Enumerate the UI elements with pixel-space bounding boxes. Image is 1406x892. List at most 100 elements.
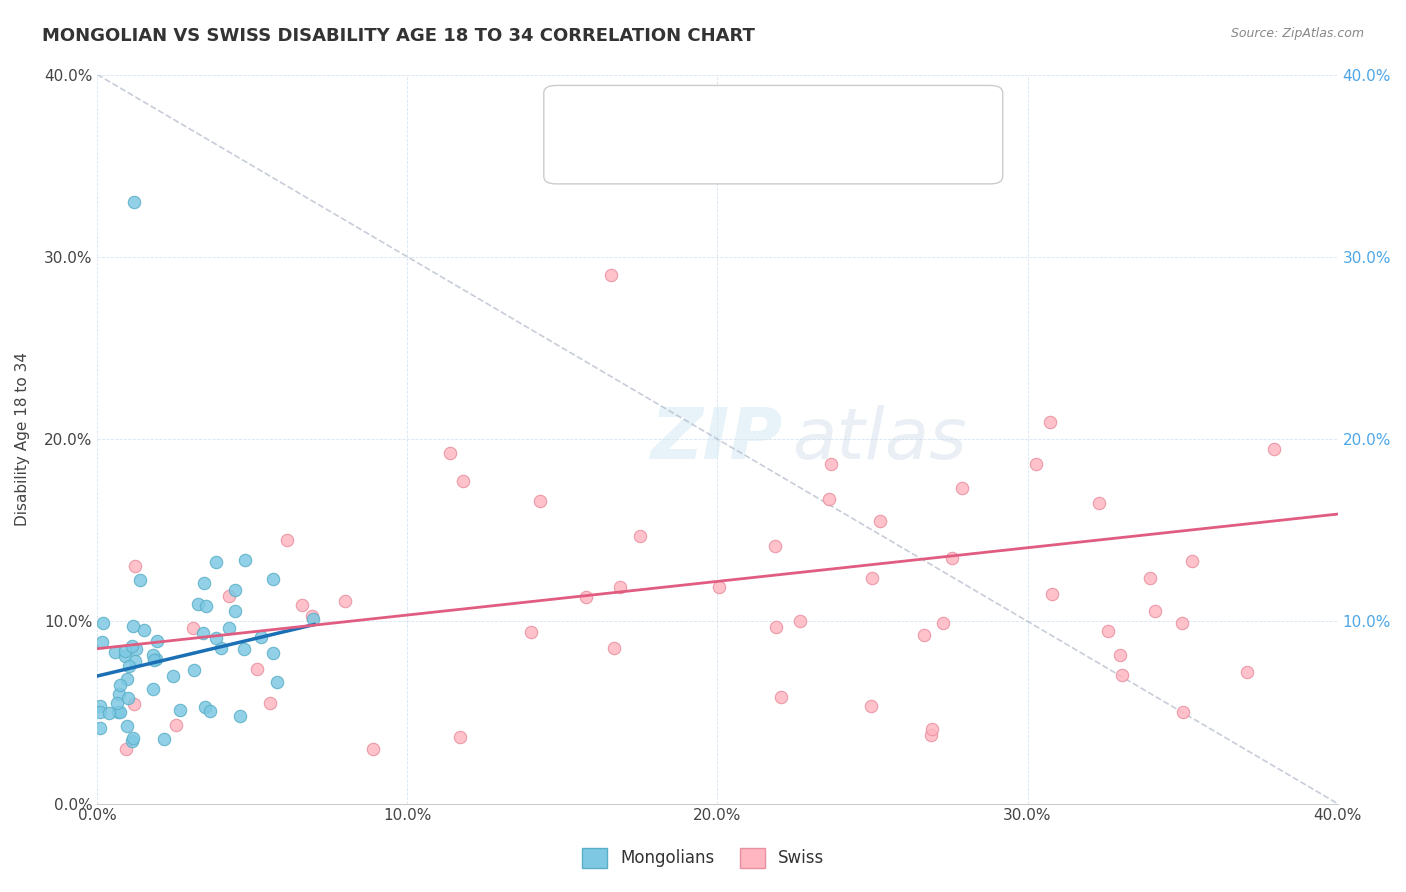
Mongolians	[194, 699, 217, 714]
Y-axis label: Disability Age 18 to 34: Disability Age 18 to 34	[15, 352, 30, 526]
Mongolians	[107, 705, 129, 719]
Swiss	[950, 481, 973, 495]
Mongolians	[121, 734, 143, 748]
Mongolians	[152, 731, 174, 746]
Mongolians	[122, 619, 145, 633]
Mongolians	[125, 642, 148, 657]
Swiss	[181, 621, 204, 635]
Mongolians	[142, 682, 165, 697]
Mongolians	[145, 652, 167, 666]
Legend: R =  0.461   N = 56, R =  0.211   N = 53: R = 0.461 N = 56, R = 0.211 N = 53	[669, 90, 890, 158]
Mongolians	[90, 634, 112, 648]
Swiss	[769, 690, 792, 704]
Mongolians	[104, 645, 127, 659]
Swiss	[912, 628, 935, 642]
Swiss	[1139, 571, 1161, 585]
Swiss	[600, 268, 623, 282]
Swiss	[789, 614, 811, 628]
Mongolians	[250, 630, 273, 644]
Mongolians	[105, 696, 128, 710]
Swiss	[246, 661, 269, 675]
Mongolians	[142, 653, 165, 667]
Swiss	[529, 494, 551, 508]
Mongolians	[224, 604, 246, 618]
Swiss	[860, 571, 883, 585]
Swiss	[301, 609, 323, 624]
Swiss	[763, 539, 786, 553]
Mongolians	[191, 625, 214, 640]
Text: MONGOLIAN VS SWISS DISABILITY AGE 18 TO 34 CORRELATION CHART: MONGOLIAN VS SWISS DISABILITY AGE 18 TO …	[42, 27, 755, 45]
Swiss	[218, 589, 240, 603]
Swiss	[1040, 587, 1063, 601]
Mongolians	[115, 719, 138, 733]
Swiss	[920, 727, 942, 741]
Mongolians	[110, 705, 132, 719]
Mongolians	[233, 552, 256, 566]
Text: atlas: atlas	[792, 405, 966, 474]
Swiss	[1111, 668, 1133, 682]
Mongolians	[193, 575, 215, 590]
Swiss	[291, 598, 314, 612]
Mongolians	[117, 690, 139, 705]
Swiss	[1236, 665, 1258, 679]
Mongolians	[121, 640, 143, 654]
Mongolians	[233, 642, 256, 657]
Swiss	[520, 624, 543, 639]
Mongolians	[132, 623, 155, 637]
Text: Source: ZipAtlas.com: Source: ZipAtlas.com	[1230, 27, 1364, 40]
Mongolians	[162, 669, 184, 683]
Swiss	[941, 551, 963, 566]
Mongolians	[97, 706, 120, 720]
Mongolians	[195, 599, 218, 613]
Swiss	[1109, 648, 1132, 662]
Swiss	[609, 580, 631, 594]
Swiss	[921, 722, 943, 736]
Swiss	[165, 717, 187, 731]
Swiss	[361, 742, 384, 756]
Mongolians	[209, 641, 232, 656]
Swiss	[115, 742, 138, 756]
Mongolians	[89, 698, 111, 713]
Swiss	[603, 640, 626, 655]
Swiss	[1144, 604, 1167, 618]
Mongolians	[107, 687, 129, 701]
Mongolians	[114, 648, 136, 663]
Mongolians	[205, 555, 228, 569]
Mongolians	[146, 633, 169, 648]
Mongolians	[224, 582, 246, 597]
Swiss	[1088, 496, 1111, 510]
Mongolians	[91, 615, 114, 630]
Mongolians	[302, 612, 325, 626]
Swiss	[1181, 553, 1204, 567]
Swiss	[1025, 457, 1047, 471]
Swiss	[259, 696, 281, 710]
Swiss	[860, 698, 883, 713]
Mongolians	[205, 632, 228, 646]
Mongolians	[89, 722, 111, 736]
Swiss	[124, 697, 146, 711]
Mongolians	[187, 597, 209, 611]
Mongolians	[262, 572, 284, 586]
Swiss	[932, 615, 955, 630]
Mongolians	[142, 648, 165, 662]
Mongolians	[117, 659, 139, 673]
Swiss	[869, 514, 891, 528]
Swiss	[276, 533, 298, 547]
Mongolians	[266, 675, 288, 690]
Mongolians	[108, 678, 131, 692]
Mongolians	[114, 644, 136, 658]
Mongolians	[89, 706, 111, 720]
FancyBboxPatch shape	[544, 86, 1002, 184]
Swiss	[628, 529, 651, 543]
Swiss	[817, 491, 839, 506]
Mongolians	[124, 654, 146, 668]
Mongolians	[200, 704, 222, 718]
Mongolians	[122, 731, 145, 745]
Mongolians	[128, 573, 150, 587]
Swiss	[124, 559, 146, 574]
Swiss	[1171, 615, 1194, 630]
Swiss	[1097, 624, 1119, 638]
Swiss	[449, 730, 471, 744]
Swiss	[707, 580, 730, 594]
Mongolians	[183, 663, 205, 677]
